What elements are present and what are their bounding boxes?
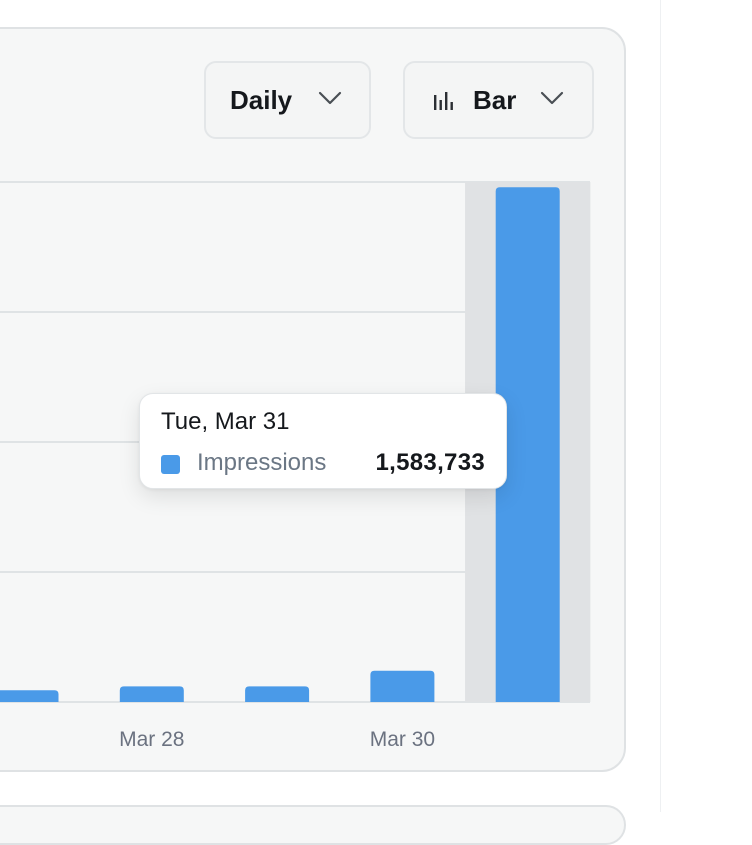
bar-mar-27: [0, 690, 59, 702]
interval-dropdown-label: Daily: [230, 84, 293, 115]
tooltip-series-name: Impressions: [197, 449, 327, 476]
tooltip-value: 1,583,733: [375, 449, 485, 476]
chart-type-dropdown-label: Bar: [473, 84, 517, 115]
impressions-chart: Mar 28 Mar 30: [0, 181, 591, 751]
side-panel: [660, 0, 752, 812]
tooltip-series-swatch: [161, 455, 180, 474]
bar-mar-31: [495, 187, 560, 703]
bar-chart-icon: [433, 89, 455, 111]
tooltip-date: Tue, Mar 31: [161, 408, 290, 435]
x-axis-tick-label: Mar 28: [119, 728, 184, 751]
chevron-down-icon: [318, 91, 342, 105]
bar-mar-30: [370, 670, 435, 702]
interval-dropdown[interactable]: Daily: [204, 61, 371, 139]
bar-mar-28: [119, 686, 184, 702]
chevron-down-icon: [540, 91, 564, 105]
chart-tooltip: Tue, Mar 31 Impressions 1,583,733: [139, 393, 507, 489]
x-axis-tick-label: Mar 30: [370, 728, 435, 751]
bar-mar-29: [245, 686, 310, 702]
chart-type-dropdown[interactable]: Bar: [403, 61, 594, 139]
